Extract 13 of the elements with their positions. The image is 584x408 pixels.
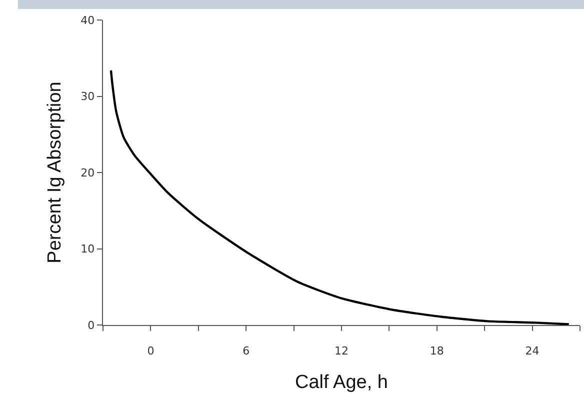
x-tick-label: 0: [147, 344, 154, 358]
x-axis-title: Calf Age, h: [295, 372, 388, 394]
x-tick-label: 12: [334, 344, 348, 358]
line-series: [110, 69, 570, 325]
x-tick-label: 24: [525, 344, 540, 358]
y-tick-label: 40: [80, 14, 95, 27]
x-tick-label: 6: [242, 344, 250, 358]
x-tick-label: 18: [430, 344, 444, 358]
y-axis-title: Percent Ig Absorption: [44, 82, 66, 264]
y-tick-label: 0: [88, 318, 95, 332]
y-tick-label: 20: [80, 166, 95, 180]
y-tick-label: 30: [80, 90, 95, 104]
y-tick-label: 10: [80, 242, 95, 256]
